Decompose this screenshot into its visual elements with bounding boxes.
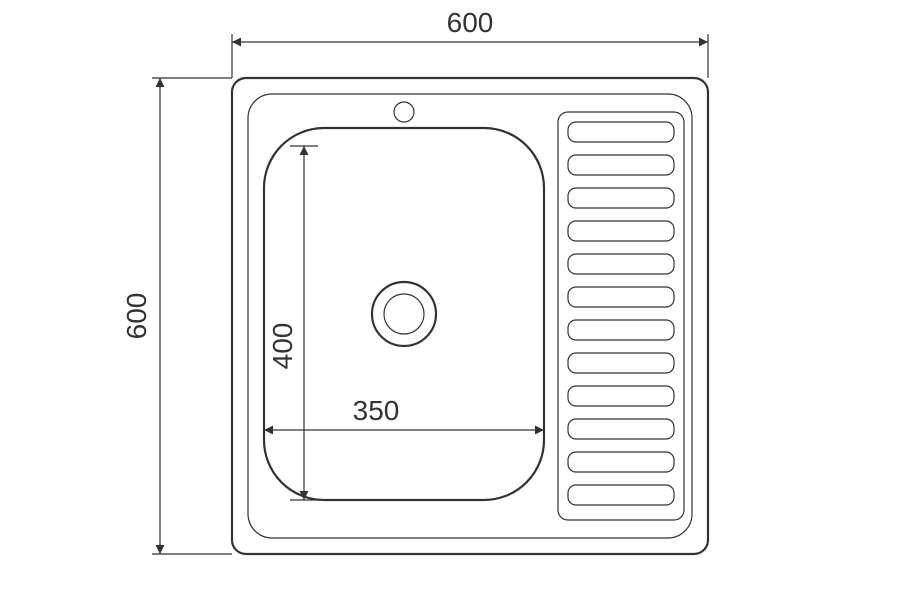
sink-technical-drawing: 600 600 350 400	[0, 0, 900, 600]
dim-bowl-height-label: 400	[267, 323, 298, 370]
dim-width-label: 600	[447, 7, 494, 38]
dim-bowl-width-label: 350	[353, 395, 400, 426]
dim-height-label: 600	[121, 293, 152, 340]
